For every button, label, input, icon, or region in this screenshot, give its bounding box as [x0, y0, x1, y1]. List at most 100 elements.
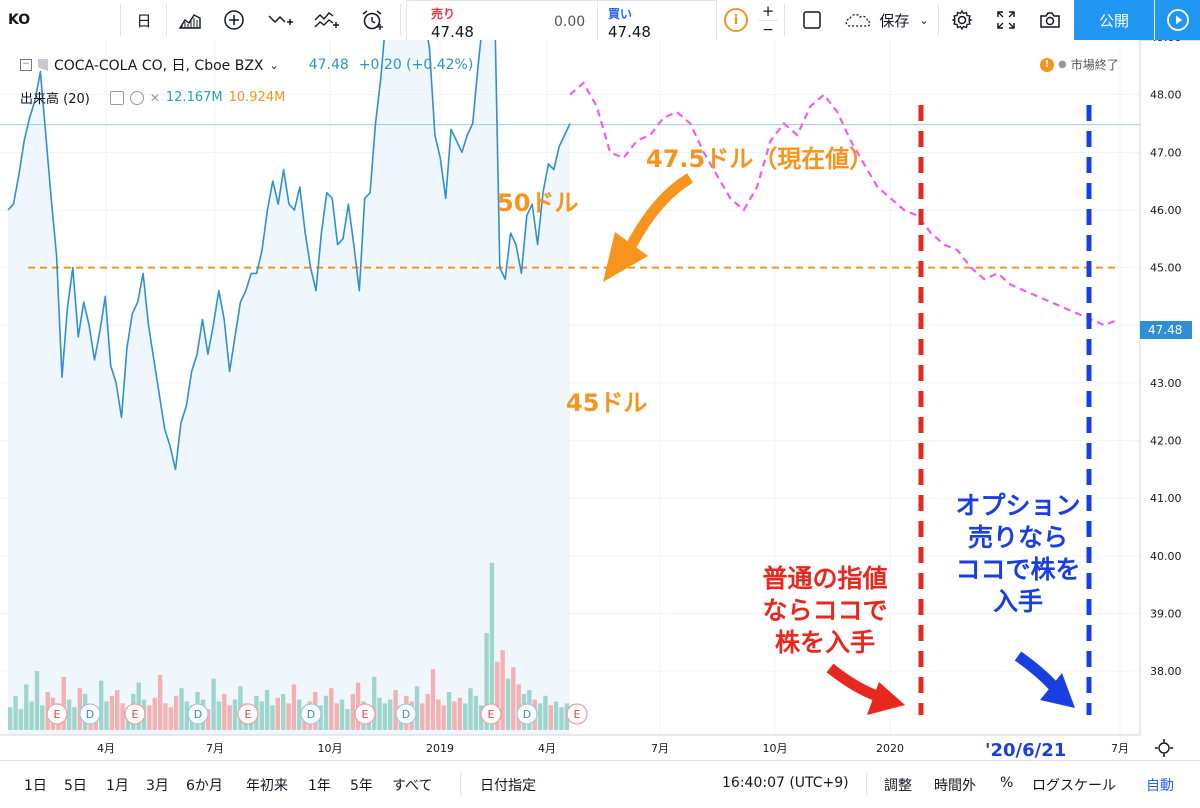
volume-bar: [281, 693, 286, 730]
buy-price: 47.48: [608, 23, 651, 41]
save-button[interactable]: 保存 ⌄: [836, 0, 936, 40]
adjust-button[interactable]: 調整: [884, 778, 912, 794]
market-status-label: 市場終了: [1070, 58, 1119, 72]
settings-button[interactable]: [942, 0, 982, 40]
price-area: [8, 40, 570, 735]
gear-icon: [1158, 742, 1170, 754]
limit-order-line-3: 株を入手: [774, 628, 875, 657]
quantity-plus-button[interactable]: +: [758, 2, 778, 21]
current-price-annotation: 47.5ドル（現在値）: [646, 145, 874, 173]
volume-bar: [463, 703, 468, 730]
top-toolbar: KO 日 売り: [0, 0, 1200, 46]
time-tick-label: 10月: [318, 742, 343, 755]
layout-button[interactable]: [790, 0, 834, 40]
compare-button[interactable]: [258, 0, 302, 40]
collapse-icon[interactable]: −: [20, 59, 32, 71]
snapshot-button[interactable]: [1030, 0, 1070, 40]
play-circle-icon: [1167, 9, 1189, 31]
chevron-down-icon[interactable]: ⌄: [269, 58, 279, 72]
quantity-minus-button[interactable]: −: [762, 22, 774, 38]
range-ytd[interactable]: 年初来: [246, 778, 288, 794]
earnings-marker[interactable]: E: [124, 703, 146, 725]
limit-order-annotation: 普通の指値 ならココで 株を入手: [745, 563, 905, 659]
volume-bar: [8, 707, 13, 730]
range-all[interactable]: すべて: [392, 778, 433, 794]
alarm-clock-icon: [362, 10, 383, 30]
symbol-title[interactable]: COCA-COLA CO, 日, Cboe BZX: [54, 58, 264, 74]
volume-bar: [179, 688, 184, 730]
date-range-button[interactable]: 日付指定: [480, 778, 536, 794]
volume-bar: [543, 695, 548, 730]
volume-ma-value: 10.924M: [228, 90, 286, 105]
replay-button[interactable]: [1154, 0, 1200, 40]
templates-button[interactable]: [304, 0, 348, 40]
gear-icon[interactable]: [129, 90, 144, 105]
market-status: ! ● 市場終了: [1040, 56, 1119, 73]
volume-bar: [259, 701, 264, 730]
dividend-marker[interactable]: D: [516, 703, 538, 725]
extended-hours-button[interactable]: 時間外: [934, 778, 976, 794]
price-tick-label: 41.00: [1150, 492, 1182, 505]
volume-bar: [40, 705, 45, 730]
range-1d[interactable]: 1日: [24, 778, 47, 794]
earnings-marker[interactable]: E: [237, 703, 259, 725]
dividend-marker[interactable]: D: [187, 703, 209, 725]
visibility-icon[interactable]: [109, 90, 124, 105]
volume-bar: [473, 695, 479, 730]
symbol-search-button[interactable]: KO: [8, 12, 31, 28]
square-icon: [803, 11, 821, 29]
clock-time[interactable]: 16:40:07 (UTC+9): [722, 775, 849, 791]
publish-button[interactable]: 公開: [1074, 0, 1154, 40]
log-scale-button[interactable]: ログスケール: [1032, 778, 1116, 794]
earnings-marker[interactable]: E: [566, 703, 588, 725]
range-6m[interactable]: 6か月: [186, 778, 223, 794]
lower-level-annotation: 45ドル: [566, 389, 648, 417]
chart-style-button[interactable]: [170, 0, 210, 40]
volume-value: 12.167M: [165, 90, 223, 105]
price-tick-label: 43.00: [1150, 377, 1182, 390]
volume-bar: [511, 667, 516, 730]
alert-button[interactable]: [350, 0, 394, 40]
buy-box[interactable]: 買い 47.48: [597, 0, 717, 46]
volume-bar: [61, 676, 66, 730]
auto-scale-button[interactable]: 自動: [1146, 778, 1174, 794]
sell-price: 47.48: [431, 23, 474, 41]
marker-label: D: [307, 708, 315, 721]
info-icon: i: [724, 8, 748, 32]
forecast-line: [569, 81, 1119, 327]
close-icon[interactable]: ✕: [149, 90, 160, 105]
volume-bar: [152, 697, 157, 730]
axis-settings-button[interactable]: [1155, 739, 1173, 757]
bottom-toolbar: 1日 5日 1月 3月 6か月 年初来 1年 5年 すべて 日付指定 16:40…: [0, 760, 1200, 808]
fullscreen-button[interactable]: [986, 0, 1026, 40]
volume-bar: [173, 695, 179, 730]
dividend-marker[interactable]: D: [300, 703, 322, 725]
indicators-button[interactable]: [214, 0, 254, 40]
earnings-marker[interactable]: E: [480, 703, 502, 725]
trade-info-button[interactable]: i: [716, 0, 756, 40]
time-axis[interactable]: 4月 7月 10月 2019 4月 7月 10月 2020 7月: [97, 742, 1129, 755]
plus-circle-icon: [224, 10, 244, 30]
interval-button[interactable]: 日: [136, 11, 152, 30]
dividend-marker[interactable]: D: [79, 703, 101, 725]
option-sell-line-4: 入手: [992, 587, 1043, 616]
time-tick-label: 7月: [1111, 742, 1129, 755]
range-5d[interactable]: 5日: [64, 778, 87, 794]
dividend-marker[interactable]: D: [395, 703, 417, 725]
camera-icon: [1040, 12, 1060, 28]
time-tick-label: 4月: [97, 742, 115, 755]
range-3m[interactable]: 3月: [146, 778, 169, 794]
earnings-marker[interactable]: E: [354, 703, 376, 725]
percent-button[interactable]: %: [1000, 775, 1014, 791]
range-1m[interactable]: 1月: [106, 778, 129, 794]
price-axis[interactable]: 55.0054.0053.0052.0051.0050.0049.0048.00…: [1150, 40, 1182, 678]
range-1y[interactable]: 1年: [308, 778, 331, 794]
option-sell-line-2: 売りなら: [967, 523, 1068, 552]
volume-bar: [297, 699, 302, 730]
range-5y[interactable]: 5年: [350, 778, 373, 794]
sell-box[interactable]: 売り 47.48 0.00: [406, 0, 598, 46]
current-price-tag-bg: [1140, 321, 1192, 339]
volume-bar: [345, 709, 350, 730]
earnings-marker[interactable]: E: [46, 703, 68, 725]
